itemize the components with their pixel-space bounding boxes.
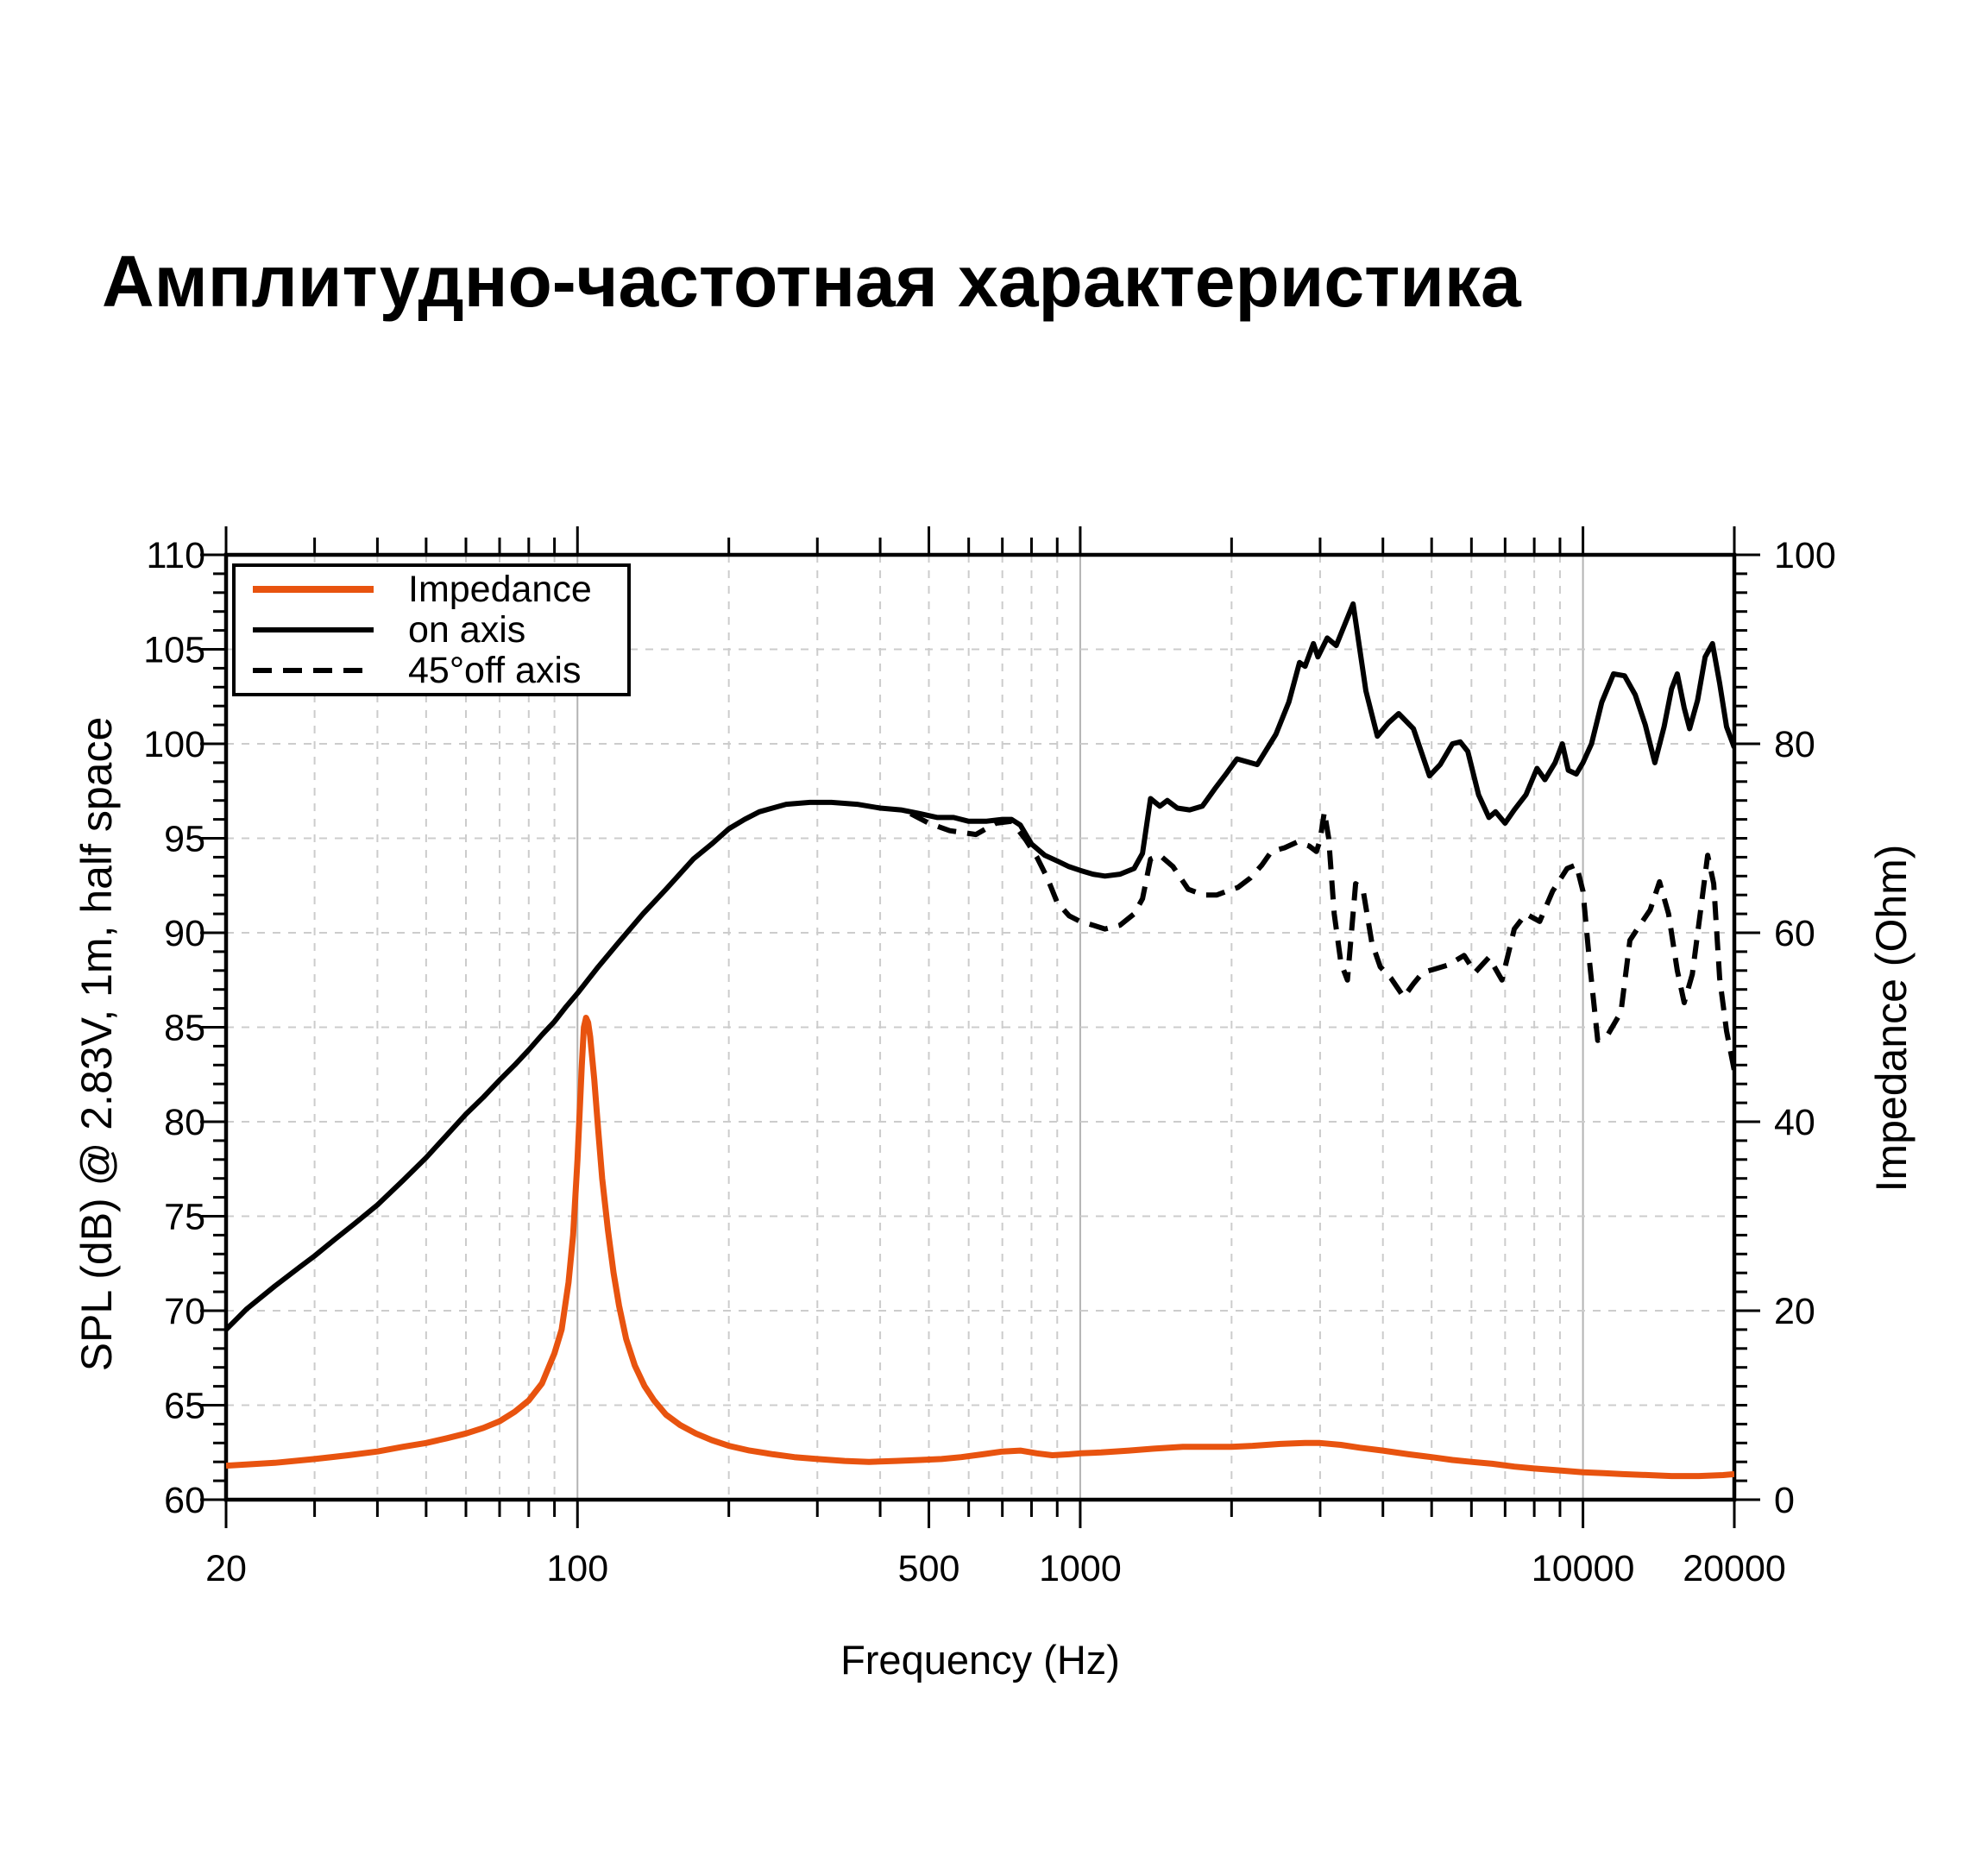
legend-label-off-axis: 45°off axis — [408, 649, 582, 691]
y-left-tick-label: 75 — [164, 1197, 205, 1238]
curve-impedance — [226, 1015, 1734, 1480]
y-right-tick-label: 40 — [1774, 1102, 1815, 1143]
curve-on-axis — [226, 601, 1734, 1332]
curve-45-off-axis — [909, 809, 1734, 1072]
x-tick-label: 100 — [546, 1548, 608, 1589]
y-left-tick-label: 60 — [164, 1480, 205, 1521]
legend-item-on-axis: on axis — [253, 610, 627, 651]
plot-border — [223, 552, 1737, 1502]
x-tick-label: 10000 — [1532, 1548, 1635, 1589]
y-left-tick-label: 70 — [164, 1291, 205, 1332]
x-tick-label: 20 — [205, 1548, 247, 1589]
y-right-tick-label: 100 — [1774, 535, 1836, 576]
legend-label-impedance: Impedance — [408, 568, 592, 610]
x-tick-label: 20000 — [1683, 1548, 1786, 1589]
x-tick-label: 500 — [898, 1548, 960, 1589]
x-tick-label: 1000 — [1039, 1548, 1122, 1589]
on-axis-line-swatch — [253, 627, 374, 632]
legend: Impedance on axis 45°off axis — [232, 563, 631, 696]
y-right-tick-label: 60 — [1774, 913, 1815, 954]
y-left-tick-label: 85 — [164, 1008, 205, 1049]
y-right-tick-label: 80 — [1774, 724, 1815, 765]
y-right-tick-label: 20 — [1774, 1291, 1815, 1332]
y-left-tick-label: 95 — [164, 819, 205, 860]
y-left-tick-label: 80 — [164, 1102, 205, 1143]
y-left-tick-label: 105 — [143, 630, 205, 671]
y-left-tick-label: 90 — [164, 913, 205, 954]
impedance-line-swatch — [253, 586, 374, 593]
legend-item-off-axis: 45°off axis — [253, 651, 627, 691]
y-left-tick-label: 100 — [143, 724, 205, 765]
chart-title: Амплитудно-частотная характеристика — [102, 241, 1521, 322]
off-axis-line-swatch — [253, 668, 374, 673]
x-axis-title: Frequency (Hz) — [840, 1637, 1120, 1683]
y-left-tick-label: 110 — [146, 535, 205, 576]
legend-label-on-axis: on axis — [408, 608, 526, 651]
y-axis-right-title: Impedance (Ohm) — [1867, 844, 1916, 1192]
legend-item-impedance: Impedance — [253, 569, 627, 610]
y-right-tick-label: 0 — [1774, 1480, 1795, 1521]
y-axis-left-title: SPL (dB) @ 2.83V, 1m, half space — [72, 716, 121, 1372]
y-left-tick-label: 65 — [164, 1386, 205, 1427]
